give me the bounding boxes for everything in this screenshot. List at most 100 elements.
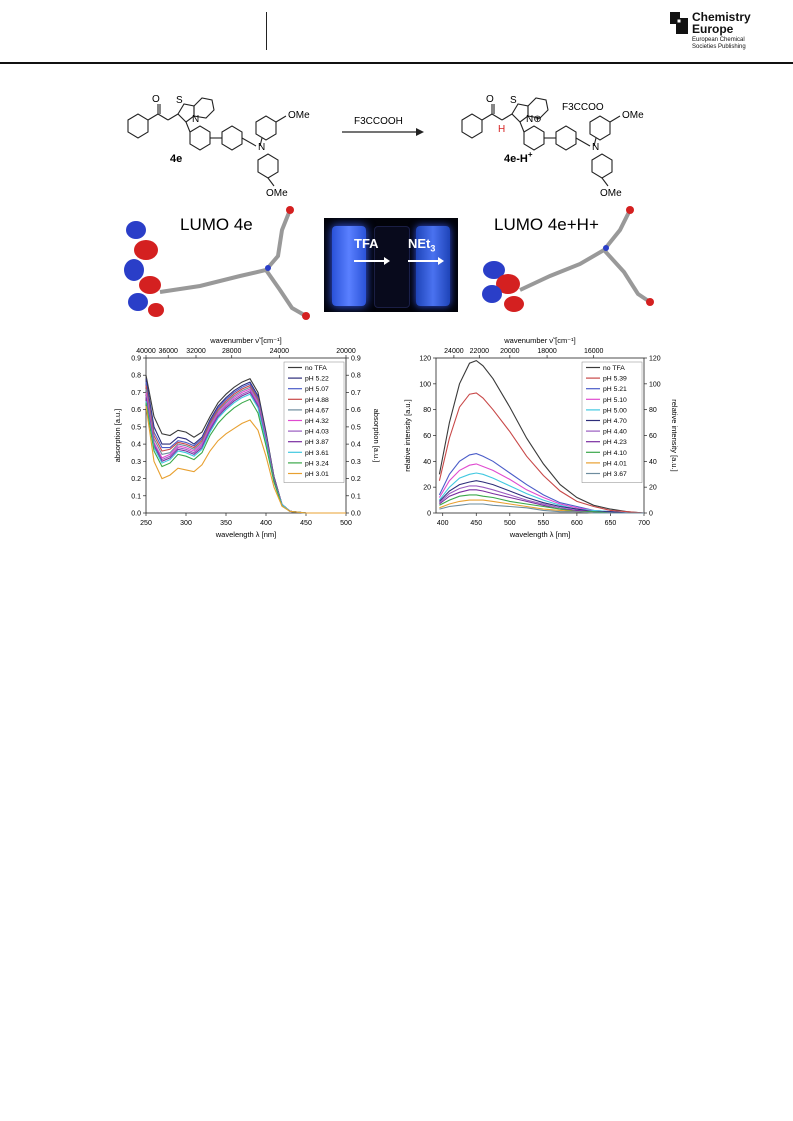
abs-y-right-tick-label: 0.0: [351, 511, 361, 518]
product-ome-label-1: OMe: [622, 110, 644, 121]
em-y-tick-label: 80: [423, 407, 431, 414]
product-structure: [461, 97, 621, 187]
abs-top-axis-label: wavenumber ν̃ [cm⁻¹]: [209, 336, 281, 345]
abs-y-right-tick-label: 0.5: [351, 424, 361, 431]
carbonyl-o-label: O: [152, 94, 160, 105]
emission-chart: 400 450 500 550 600 650 700 0 0 20 20 40 40 60 60 80 80 1…: [403, 336, 679, 539]
em-series-line: [439, 503, 644, 514]
abs-legend-label: pH 3.87: [305, 439, 329, 446]
abs-legend-label: pH 3.61: [305, 450, 329, 457]
abs-top-tick-label: 40000: [136, 348, 156, 355]
em-series-line: [438, 359, 645, 514]
em-top-tick-label: 24000: [444, 348, 464, 355]
em-y-axis-label: relative intensity [a.u.]: [403, 399, 412, 472]
em-y-tick-label: 60: [423, 433, 431, 440]
abs-y-axis-label: absorption [a.u.]: [113, 409, 122, 463]
em-y-tick-label: 20: [423, 485, 431, 492]
abs-y-tick-label: 0.1: [131, 493, 141, 500]
em-y-tick-label: 100: [419, 381, 431, 388]
abs-legend-label: pH 5.07: [305, 386, 329, 393]
vial-left: [332, 226, 366, 306]
em-top-tick-label: 16000: [584, 348, 604, 355]
abs-legend-label: pH 4.88: [305, 397, 329, 404]
abs-legend-label: pH 4.03: [305, 429, 329, 436]
em-legend-label: pH 5.00: [603, 407, 627, 414]
abs-x-tick-label: 300: [180, 520, 192, 527]
fluorescence-photo: TFA NEt3: [324, 218, 458, 312]
abs-legend-label: no TFA: [305, 365, 327, 372]
em-legend-label: pH 4.23: [603, 439, 627, 446]
product-carbonyl-o-label: O: [486, 94, 494, 105]
abs-series-line: [145, 398, 346, 514]
em-y-tick-label: 0: [427, 511, 431, 518]
counterion-label: F3CCOO: [562, 102, 604, 113]
vial-right: [416, 226, 450, 306]
em-legend-label: pH 3.67: [603, 471, 627, 478]
sulfur-label: S: [176, 95, 183, 106]
header-divider: [266, 12, 267, 50]
abs-x-tick-label: 250: [140, 520, 152, 527]
header-rule: [0, 62, 793, 64]
abs-y-right-tick-label: 0.8: [351, 373, 361, 380]
em-x-tick-label: 700: [638, 520, 650, 527]
em-legend-label: pH 4.40: [603, 429, 627, 436]
logo-brand-name: Chemistry Europe: [692, 11, 751, 35]
logo-brand-line1: Chemistry: [692, 10, 751, 24]
abs-y-right-tick-label: 0.6: [351, 407, 361, 414]
em-legend-label: pH 4.70: [603, 418, 627, 425]
abs-legend-label: pH 4.67: [305, 407, 329, 414]
product-amine-n-label: N: [592, 142, 599, 153]
photo-net3-label: NEt3: [408, 236, 436, 254]
em-series-line: [439, 480, 644, 514]
em-x-tick-label: 550: [538, 520, 550, 527]
abs-y-right-tick-label: 0.7: [351, 390, 361, 397]
reactant-structure: [127, 97, 287, 187]
abs-y-tick-label: 0.5: [131, 424, 141, 431]
em-top-tick-label: 22000: [470, 348, 490, 355]
absorption-chart: 250 300 350 400 450 500 0.0 0.0 0.1 0.1 0.2 0.2 0.3 0…: [113, 336, 380, 539]
em-legend-label: pH 5.39: [603, 376, 627, 383]
abs-y-right-tick-label: 0.9: [351, 356, 361, 363]
em-y-right-tick-label: 100: [649, 381, 661, 388]
em-y-tick-label: 120: [419, 356, 431, 363]
reagent-label: F3CCOOH: [354, 116, 403, 127]
em-y-right-tick-label: 60: [649, 433, 657, 440]
abs-y-tick-label: 0.9: [131, 356, 141, 363]
abs-top-tick-label: 20000: [336, 348, 356, 355]
em-x-tick-label: 400: [437, 520, 449, 527]
abs-x-axis-label: wavelength λ [nm]: [215, 530, 276, 539]
reaction-scheme: O S N N OMe OMe 4e F3CCOOH: [124, 94, 654, 320]
abs-legend-label: pH 3.01: [305, 471, 329, 478]
logo-sub-line2: Societies Publishing: [692, 44, 746, 50]
abs-y-right-tick-label: 0.2: [351, 476, 361, 483]
reaction-arrowhead: [416, 128, 424, 136]
em-y-right-axis-label: relative intensity [a.u.]: [670, 399, 679, 472]
abs-legend-label: pH 5.22: [305, 376, 329, 383]
em-legend-label: pH 4.10: [603, 450, 627, 457]
ome-label-1: OMe: [288, 110, 310, 121]
em-top-axis-label: wavenumber ν̃ [cm⁻¹]: [503, 336, 575, 345]
proton-label: H: [498, 124, 505, 135]
em-legend-label: no TFA: [603, 365, 625, 372]
abs-series-line: [145, 406, 346, 514]
em-series-line: [438, 392, 645, 514]
nitrogen-label: N: [192, 114, 199, 125]
chemistry-europe-logo: Chemistry Europe European Chemical Socie…: [668, 10, 778, 54]
abs-legend-label: pH 4.32: [305, 418, 329, 425]
product-sulfur-label: S: [510, 95, 517, 106]
abs-y-tick-label: 0.6: [131, 407, 141, 414]
lumo-4e-h-render: LUMO 4e+H+: [482, 206, 654, 312]
em-top-tick-label: 18000: [537, 348, 557, 355]
em-series-line: [439, 494, 644, 514]
abs-y-right-axis-label: absorption [a.u.]: [372, 409, 380, 463]
abs-y-tick-label: 0.8: [131, 373, 141, 380]
product-ome-label-2: OMe: [600, 188, 622, 199]
abs-x-tick-label: 450: [300, 520, 312, 527]
em-y-right-tick-label: 0: [649, 511, 653, 518]
em-y-tick-label: 40: [423, 459, 431, 466]
em-x-tick-label: 500: [504, 520, 516, 527]
abs-y-right-tick-label: 0.1: [351, 493, 361, 500]
em-y-right-tick-label: 20: [649, 485, 657, 492]
journal-header: Chemistry Europe European Chemical Socie…: [0, 0, 793, 64]
logo-brand-line2: Europe: [692, 22, 734, 36]
